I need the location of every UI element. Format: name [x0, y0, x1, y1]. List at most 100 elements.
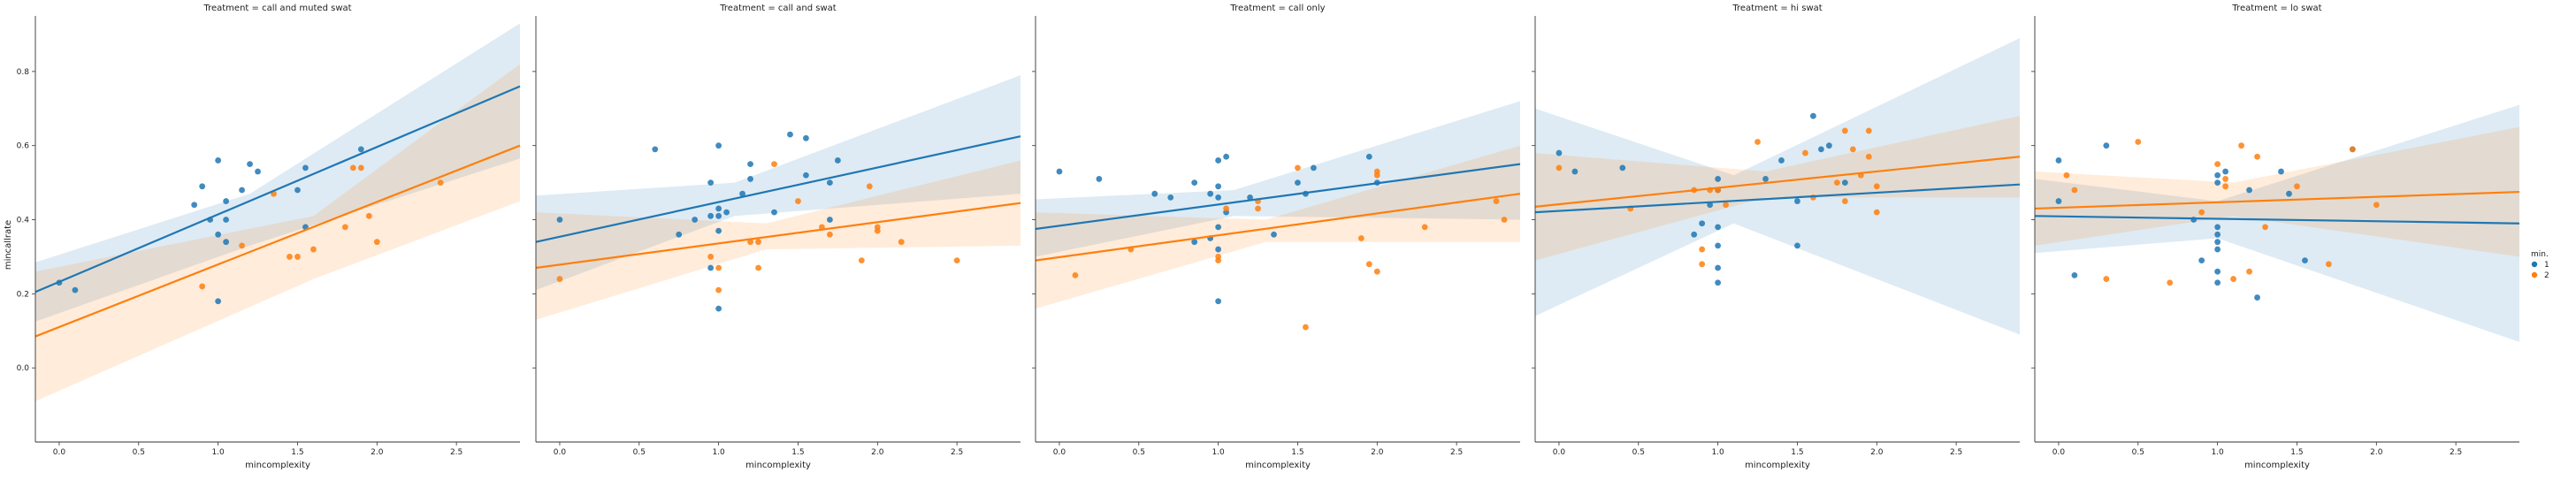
- data-point-series-1: [1818, 146, 1824, 153]
- data-point-series-1: [1215, 246, 1222, 253]
- data-point-series-1: [747, 161, 753, 168]
- data-point-series-1: [707, 264, 715, 271]
- data-point-series-2: [795, 198, 801, 204]
- data-point-series-1: [294, 187, 301, 194]
- data-point-series-2: [826, 231, 833, 238]
- data-point-series-1: [1825, 142, 1832, 149]
- x-tick-label: 2.0: [1870, 448, 1884, 457]
- data-point-series-1: [1247, 194, 1253, 201]
- y-tick-label: 0.6: [17, 142, 30, 151]
- data-point-series-2: [1754, 139, 1761, 145]
- regression-line-series-1: [2034, 215, 2520, 225]
- data-point-series-1: [215, 157, 222, 164]
- data-point-series-2: [2135, 139, 2142, 145]
- data-point-series-1: [1715, 176, 1722, 182]
- facet-panels: 0.0 0.5 1.0 1.5 2.0 2.5 0.0 0.2 0.4 0.6 0.8 Treatme…: [17, 4, 2520, 470]
- data-point-series-1: [1699, 220, 1706, 227]
- data-point-series-1: [803, 134, 809, 141]
- data-point-series-2: [1357, 235, 1364, 241]
- data-point-series-2: [1699, 261, 1706, 268]
- data-point-series-1: [1215, 224, 1222, 231]
- confidence-band-series-2: [35, 64, 520, 401]
- data-point-series-2: [1723, 202, 1730, 209]
- data-point-series-2: [1865, 153, 1872, 160]
- data-point-series-2: [2222, 183, 2229, 190]
- x-tick-label: 0.0: [554, 448, 567, 457]
- data-point-series-1: [715, 227, 722, 234]
- data-point-series-1: [1715, 264, 1722, 271]
- data-point-series-1: [223, 198, 230, 204]
- x-tick-label: 2.5: [450, 448, 462, 457]
- legend-title: min.: [2531, 250, 2549, 259]
- data-point-series-1: [2214, 279, 2221, 286]
- data-point-series-2: [715, 286, 722, 293]
- data-point-series-2: [1865, 127, 1872, 134]
- data-point-series-2: [2214, 161, 2221, 168]
- data-point-series-2: [2167, 279, 2174, 286]
- data-point-series-1: [1715, 242, 1722, 249]
- data-point-series-1: [692, 217, 699, 223]
- regression-line-series-2: [1534, 156, 2021, 208]
- data-point-series-1: [2222, 168, 2229, 175]
- x-tick-label: 1.5: [2290, 448, 2303, 457]
- data-point-series-2: [1493, 198, 1500, 204]
- data-point-series-2: [1556, 164, 1563, 171]
- x-tick-label: 0.0: [1553, 448, 1566, 457]
- data-point-series-2: [953, 257, 960, 264]
- x-tick-label: 2.5: [951, 448, 963, 457]
- data-point-series-2: [1873, 183, 1880, 190]
- data-point-series-2: [1802, 149, 1808, 156]
- x-tick-label: 0.5: [2132, 448, 2144, 457]
- confidence-band-series-2: [2035, 126, 2519, 257]
- confidence-band-series-2: [1535, 116, 2020, 261]
- data-point-series-2: [1699, 246, 1706, 253]
- data-point-series-2: [771, 161, 777, 168]
- x-tick-label: 0.0: [53, 448, 66, 457]
- data-point-series-1: [2286, 190, 2292, 197]
- data-point-series-2: [1373, 268, 1380, 275]
- data-point-series-1: [1715, 224, 1722, 231]
- data-point-series-2: [1303, 324, 1309, 331]
- data-point-series-2: [2294, 183, 2300, 190]
- data-point-series-1: [2214, 171, 2221, 179]
- data-point-series-1: [1295, 179, 1301, 187]
- data-point-series-2: [1215, 257, 1222, 264]
- x-axis-label: mincomplexity: [245, 461, 310, 470]
- x-tick-label: 0.5: [1133, 448, 1145, 457]
- data-point-series-2: [2238, 142, 2244, 149]
- data-point-series-2: [1255, 205, 1261, 212]
- x-tick-label: 2.0: [2370, 448, 2383, 457]
- data-point-series-1: [357, 146, 364, 153]
- data-point-series-2: [556, 276, 563, 282]
- regression-line-series-1: [1534, 183, 2021, 214]
- data-point-series-2: [437, 179, 444, 187]
- data-point-series-2: [2373, 202, 2380, 209]
- x-tick-label: 0.0: [1053, 448, 1066, 457]
- regression-line-series-2: [34, 144, 521, 338]
- data-point-series-2: [747, 239, 753, 246]
- panel-title: Treatment = call only: [1229, 4, 1325, 13]
- data-point-series-1: [1778, 157, 1785, 164]
- data-point-series-1: [715, 305, 722, 312]
- data-point-series-2: [2254, 153, 2260, 160]
- panel-4: 0.0 0.5 1.0 1.5 2.0 2.5 Treatment = hi swat min…: [1532, 4, 2021, 470]
- data-point-series-1: [739, 190, 745, 197]
- x-tick-label: 1.5: [291, 448, 303, 457]
- data-point-series-1: [1191, 239, 1198, 246]
- data-point-series-1: [2055, 198, 2062, 204]
- regression-line-series-2: [1035, 193, 1521, 262]
- data-point-series-1: [676, 231, 683, 238]
- data-point-series-2: [1841, 127, 1848, 134]
- x-tick-label: 2.5: [1950, 448, 1962, 457]
- data-point-series-1: [715, 212, 722, 219]
- data-point-series-1: [247, 161, 253, 168]
- x-tick-label: 1.5: [1791, 448, 1803, 457]
- legend-marker-1: [2531, 261, 2538, 268]
- data-point-series-1: [2254, 294, 2260, 301]
- x-tick-label: 1.5: [1291, 448, 1303, 457]
- data-point-series-1: [215, 231, 222, 238]
- regression-line-series-2: [535, 202, 1021, 270]
- data-point-series-1: [72, 286, 79, 293]
- data-point-series-1: [1556, 149, 1563, 156]
